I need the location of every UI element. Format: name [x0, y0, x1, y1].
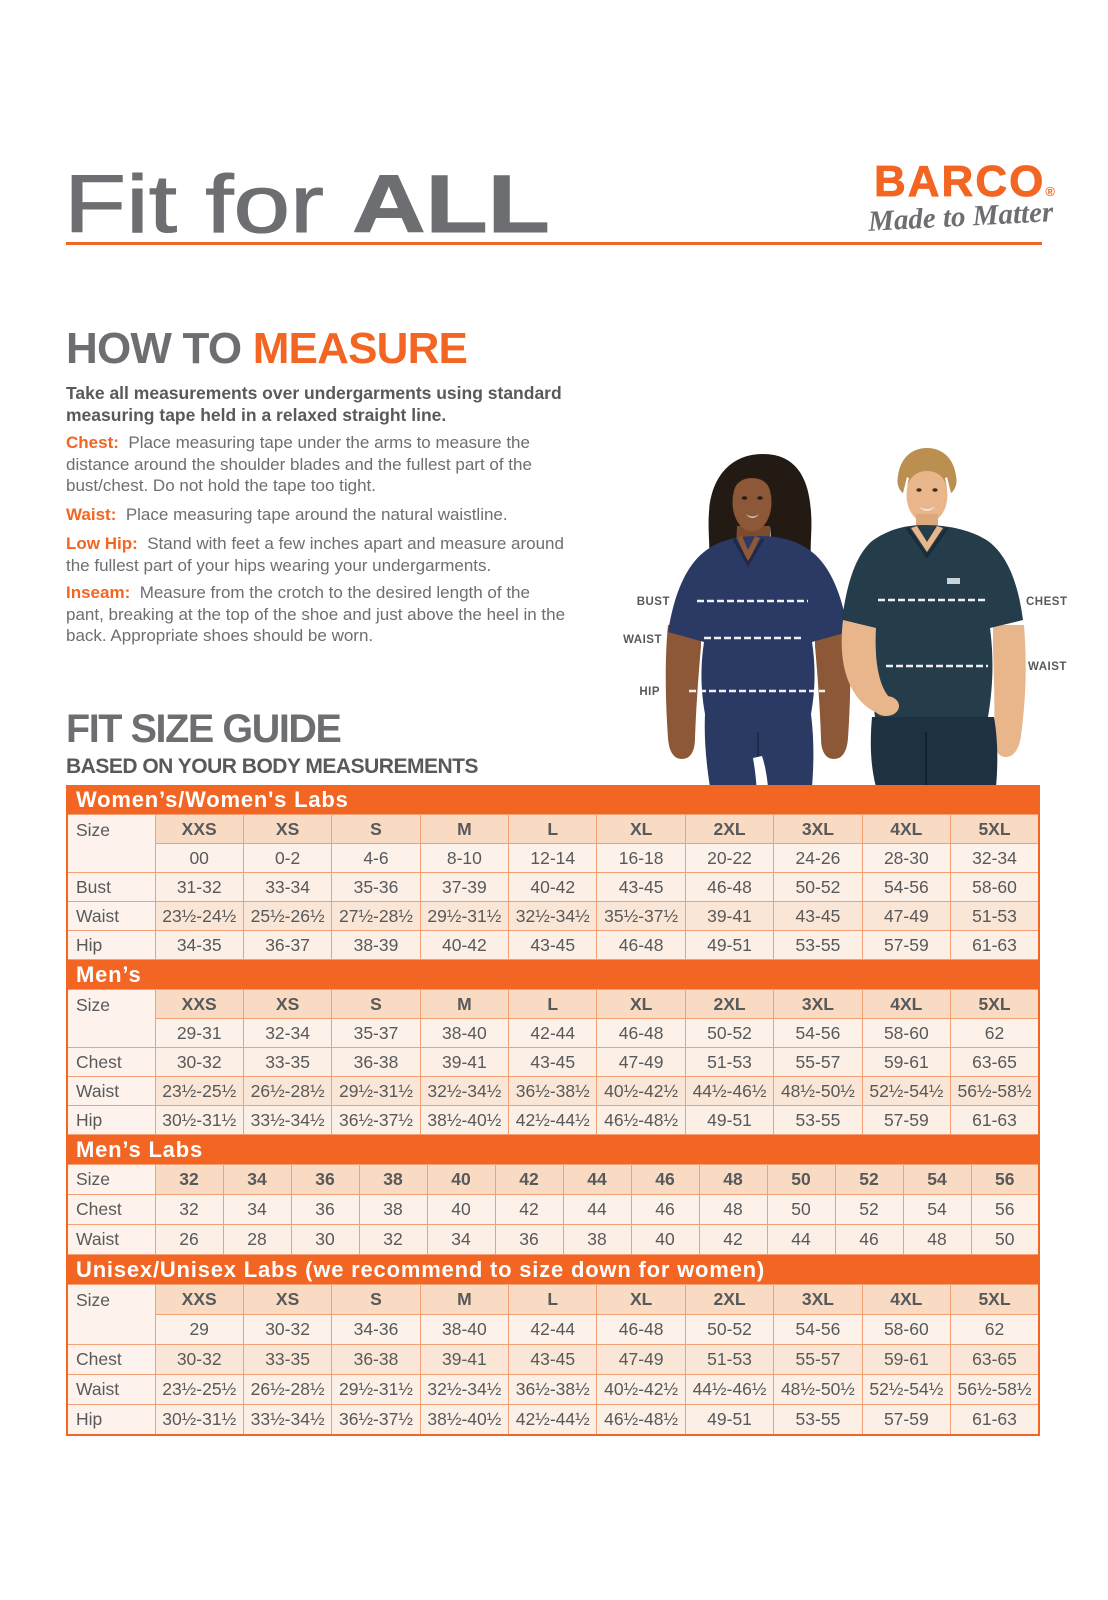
svg-text:BUST: BUST [637, 596, 670, 608]
svg-text:HIP: HIP [639, 686, 660, 698]
svg-text:WAIST: WAIST [1028, 661, 1067, 673]
svg-text:CHEST: CHEST [1026, 596, 1067, 608]
svg-text:WAIST: WAIST [623, 634, 662, 646]
